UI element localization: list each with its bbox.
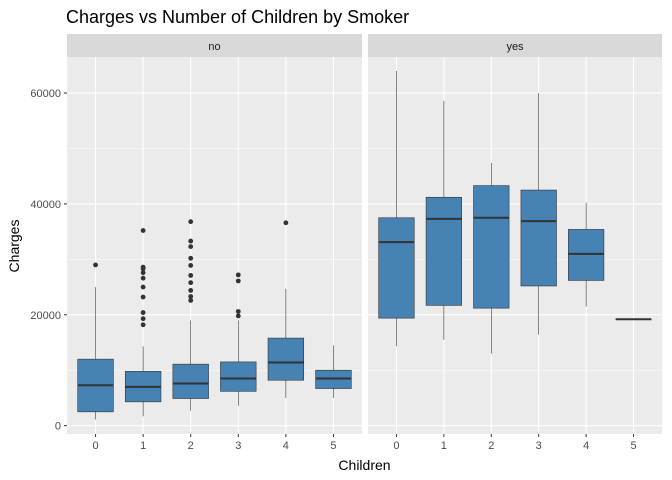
outlier-point (188, 263, 194, 268)
x-tick-label: 4 (283, 440, 289, 452)
outlier-point (235, 272, 241, 278)
facet-strip-yes (368, 34, 662, 57)
y-tick-label: 60000 (30, 88, 61, 100)
x-tick-label: 5 (630, 440, 636, 452)
outlier-point (188, 297, 194, 303)
box-yes-2 (473, 162, 510, 354)
box-body (568, 229, 605, 281)
facet-strip-no (67, 34, 362, 57)
box-no-2 (172, 219, 209, 411)
outlier-point (235, 278, 241, 284)
outlier-point (283, 220, 289, 226)
box-body (220, 361, 257, 392)
x-tick-label: 3 (536, 440, 542, 452)
box-yes-0 (378, 70, 415, 347)
x-tick-label: 3 (235, 440, 241, 452)
outlier-point (140, 284, 146, 290)
chart-title: Charges vs Number of Children by Smoker (66, 7, 409, 27)
outlier-point (140, 264, 146, 270)
x-tick-label: 1 (140, 440, 146, 452)
x-axis-label: Children (338, 457, 390, 473)
panel-background-yes (368, 57, 662, 434)
box-yes-1 (425, 100, 462, 340)
y-axis-label: Charges (6, 220, 22, 273)
box-body (520, 189, 557, 287)
box-no-1 (124, 228, 162, 417)
outlier-point (188, 294, 194, 299)
box-no-0 (77, 262, 114, 420)
outlier-point (188, 244, 194, 250)
box-body (378, 217, 415, 319)
outlier-point (235, 309, 241, 314)
facet-strip-label: no (208, 41, 220, 53)
box-yes-3 (520, 93, 557, 335)
y-tick-label: 0 (55, 421, 61, 433)
outlier-point (188, 280, 194, 286)
outlier-point (188, 238, 194, 244)
box-body (267, 337, 305, 381)
outlier-point (140, 316, 146, 322)
x-tick-label: 4 (583, 440, 589, 452)
panel-background-no (67, 57, 362, 434)
outlier-point (188, 273, 194, 278)
outlier-point (93, 262, 98, 268)
outlier-point (188, 255, 194, 261)
outlier-point (188, 288, 194, 293)
outlier-point (140, 322, 146, 328)
outlier-point (140, 310, 146, 315)
box-no-3 (220, 272, 257, 406)
x-tick-label: 2 (188, 440, 194, 452)
outlier-point (140, 275, 146, 281)
outlier-point (188, 219, 194, 225)
y-tick-label: 40000 (30, 199, 61, 211)
x-tick-label: 0 (393, 440, 399, 452)
y-tick-label: 20000 (30, 310, 61, 322)
facet-strip-label: yes (506, 41, 524, 53)
x-tick-label: 0 (92, 440, 98, 452)
x-tick-label: 1 (441, 440, 447, 452)
outlier-point (140, 294, 146, 300)
box-body (473, 185, 510, 309)
outlier-point (140, 270, 146, 276)
box-no-4 (267, 220, 305, 398)
box-body (172, 363, 209, 399)
box-no-5 (315, 345, 352, 398)
x-tick-label: 5 (330, 440, 336, 452)
box-yes-4 (568, 202, 605, 307)
outlier-point (235, 313, 241, 319)
outlier-point (140, 228, 146, 233)
x-tick-label: 2 (488, 440, 494, 452)
box-body (425, 196, 462, 306)
